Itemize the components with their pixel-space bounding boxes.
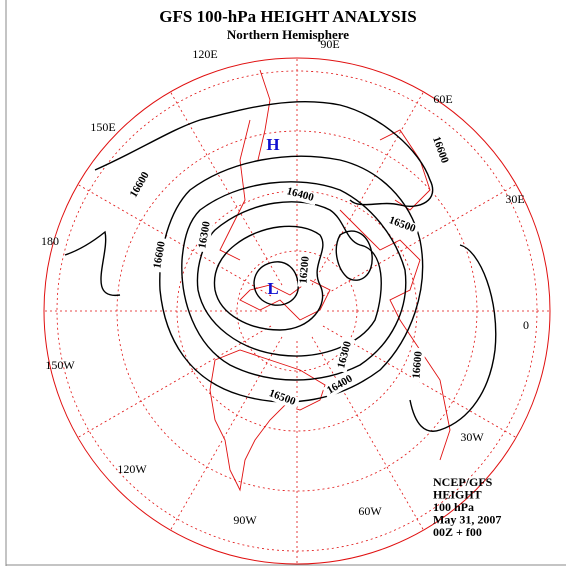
- contour: [196, 201, 382, 357]
- contour-label: 16600: [128, 169, 152, 199]
- contour-label: 16600: [430, 135, 451, 165]
- longitude-label: 30E: [505, 192, 524, 206]
- title: GFS 100-hPa HEIGHT ANALYSIS: [159, 7, 416, 26]
- pressure-center: L: [267, 279, 278, 298]
- meridian: [77, 325, 272, 438]
- longitude-label: 180: [41, 234, 59, 248]
- contour: [409, 244, 497, 432]
- longitude-label: 30W: [460, 430, 484, 444]
- contour: [181, 181, 407, 381]
- contour-label: 16600: [151, 240, 168, 270]
- contour-label: 16200: [297, 255, 311, 284]
- label-background: [322, 371, 358, 399]
- longitude-label: 60E: [433, 92, 452, 106]
- info-line: HEIGHT: [433, 487, 482, 501]
- contour-label: 16300: [196, 220, 213, 250]
- pressure-center: H: [266, 135, 279, 154]
- label-background: [151, 237, 169, 273]
- meridian: [77, 184, 272, 297]
- meridian: [170, 336, 283, 531]
- longitude-label: 120W: [117, 462, 147, 476]
- label-background: [410, 347, 426, 383]
- label-background: [383, 213, 421, 237]
- coast: [257, 69, 271, 161]
- meridian: [311, 336, 424, 531]
- contour: [253, 261, 299, 306]
- longitude-label: 150W: [45, 358, 75, 372]
- contour-label: 16600: [410, 350, 424, 379]
- label-background: [428, 131, 452, 169]
- longitude-label: 150E: [90, 120, 115, 134]
- label-background: [297, 252, 313, 288]
- label-background: [196, 217, 214, 253]
- contour: [213, 225, 324, 331]
- label-background: [126, 167, 154, 203]
- meridian: [170, 91, 283, 286]
- longitude-label: 120E: [192, 47, 217, 61]
- meridian: [311, 91, 424, 286]
- contours: [64, 101, 497, 432]
- contour: [335, 230, 373, 281]
- longitude-label: 90W: [233, 513, 257, 527]
- contour: [159, 155, 424, 403]
- coast: [239, 279, 331, 321]
- contour-label: 16500: [387, 214, 417, 235]
- info-line: NCEP/GFS: [433, 475, 493, 489]
- info-line: 100 hPa: [433, 500, 474, 514]
- info-line: May 31, 2007: [433, 512, 501, 526]
- map-boundary: [43, 57, 551, 565]
- label-background: [282, 184, 318, 206]
- label-background: [334, 337, 356, 373]
- coast: [219, 119, 251, 261]
- subtitle: Northern Hemisphere: [227, 27, 349, 42]
- contour-label: 16500: [267, 387, 297, 408]
- contour: [64, 101, 434, 296]
- longitude-label: 0: [523, 318, 529, 332]
- coast: [339, 209, 451, 461]
- info-line: 00Z + f00: [433, 525, 482, 539]
- coast: [209, 349, 326, 492]
- longitude-label: 90E: [320, 37, 339, 51]
- longitude-label: 60W: [358, 504, 382, 518]
- label-background: [263, 386, 301, 410]
